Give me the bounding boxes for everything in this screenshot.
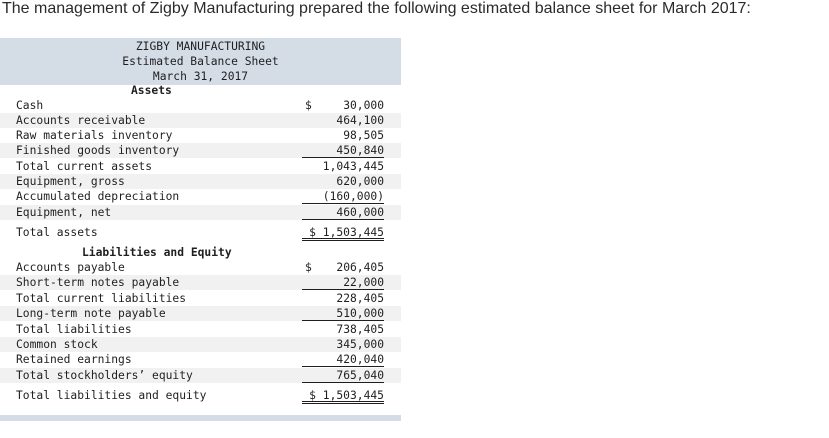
row-label: Total assets xyxy=(16,226,98,239)
table-row: Cash $ 30,000 xyxy=(0,98,401,113)
row-amount: 98,505 xyxy=(343,129,384,142)
row-amount: 464,100 xyxy=(336,114,384,127)
table-row: Total current assets 1,043,445 xyxy=(0,159,401,174)
liabilities-equity-heading: Liabilities and Equity xyxy=(82,246,232,259)
row-label: Total stockholders’ equity xyxy=(16,369,193,382)
table-row: Accumulated depreciation (160,000) xyxy=(0,189,401,204)
balance-sheet: ZIGBY MANUFACTURING Estimated Balance Sh… xyxy=(0,38,401,421)
table-row: Raw materials inventory 98,505 xyxy=(0,128,401,143)
row-label: Total liabilities xyxy=(16,323,132,336)
row-label: Accounts receivable xyxy=(16,114,146,127)
row-amount: 460,000 xyxy=(302,205,384,220)
currency-sign: $ xyxy=(305,261,312,274)
row-amount: 30,000 xyxy=(343,99,384,112)
row-amount: 620,000 xyxy=(336,175,384,188)
row-amount: $ 1,503,445 xyxy=(302,225,384,241)
row-amount: 1,043,445 xyxy=(322,160,384,173)
intro-text: The management of Zigby Manufacturing pr… xyxy=(2,0,751,17)
row-label: Total current liabilities xyxy=(16,292,187,305)
row-amount: 345,000 xyxy=(336,338,384,351)
company-name: ZIGBY MANUFACTURING xyxy=(135,40,266,53)
row-amount: 228,405 xyxy=(336,292,384,305)
row-label: Finished goods inventory xyxy=(16,144,180,157)
table-row: Short-term notes payable 22,000 xyxy=(0,275,401,290)
table-row: Total current liabilities 228,405 xyxy=(0,291,401,306)
row-amount: 450,840 xyxy=(302,143,384,158)
footer-band xyxy=(0,415,401,421)
row-label: Raw materials inventory xyxy=(16,129,173,142)
table-row: Finished goods inventory 450,840 xyxy=(0,143,401,158)
table-row: Retained earnings 420,040 xyxy=(0,352,401,367)
row-label: Equipment, gross xyxy=(16,175,125,188)
row-amount: 510,000 xyxy=(302,306,384,321)
currency-sign: $ xyxy=(305,99,312,112)
row-amount: 738,405 xyxy=(336,323,384,336)
table-row: Accounts receivable 464,100 xyxy=(0,113,401,128)
row-label: Short-term notes payable xyxy=(16,276,180,289)
row-label: Total current assets xyxy=(16,160,153,173)
row-amount: 206,405 xyxy=(336,261,384,274)
table-row: Accounts payable $ 206,405 xyxy=(0,260,401,275)
table-row: Long-term note payable 510,000 xyxy=(0,306,401,321)
table-row: Equipment, gross 620,000 xyxy=(0,174,401,189)
table-row: Total stockholders’ equity 765,040 xyxy=(0,368,401,383)
row-label: Common stock xyxy=(16,338,98,351)
table-row: Total assets $ 1,503,445 xyxy=(0,225,401,241)
statement-title: Estimated Balance Sheet xyxy=(122,55,279,68)
row-label: Cash xyxy=(16,99,44,112)
row-amount: 22,000 xyxy=(302,275,384,290)
row-amount: $ 1,503,445 xyxy=(302,388,384,404)
assets-heading: Assets xyxy=(131,84,172,97)
row-label: Retained earnings xyxy=(16,353,132,366)
table-row: Equipment, net 460,000 xyxy=(0,205,401,220)
statement-date: March 31, 2017 xyxy=(152,70,249,83)
table-row: Total liabilities 738,405 xyxy=(0,322,401,337)
table-row: Common stock 345,000 xyxy=(0,337,401,352)
row-amount: 420,040 xyxy=(302,352,384,367)
row-label: Accumulated depreciation xyxy=(16,190,180,203)
header-band xyxy=(0,38,401,85)
row-label: Total liabilities and equity xyxy=(16,389,207,402)
table-row: Total liabilities and equity $ 1,503,445 xyxy=(0,388,401,404)
row-label: Long-term note payable xyxy=(16,307,166,320)
row-label: Equipment, net xyxy=(16,206,112,219)
row-label: Accounts payable xyxy=(16,261,125,274)
row-amount: (160,000) xyxy=(302,189,384,204)
row-amount: 765,040 xyxy=(302,368,384,383)
